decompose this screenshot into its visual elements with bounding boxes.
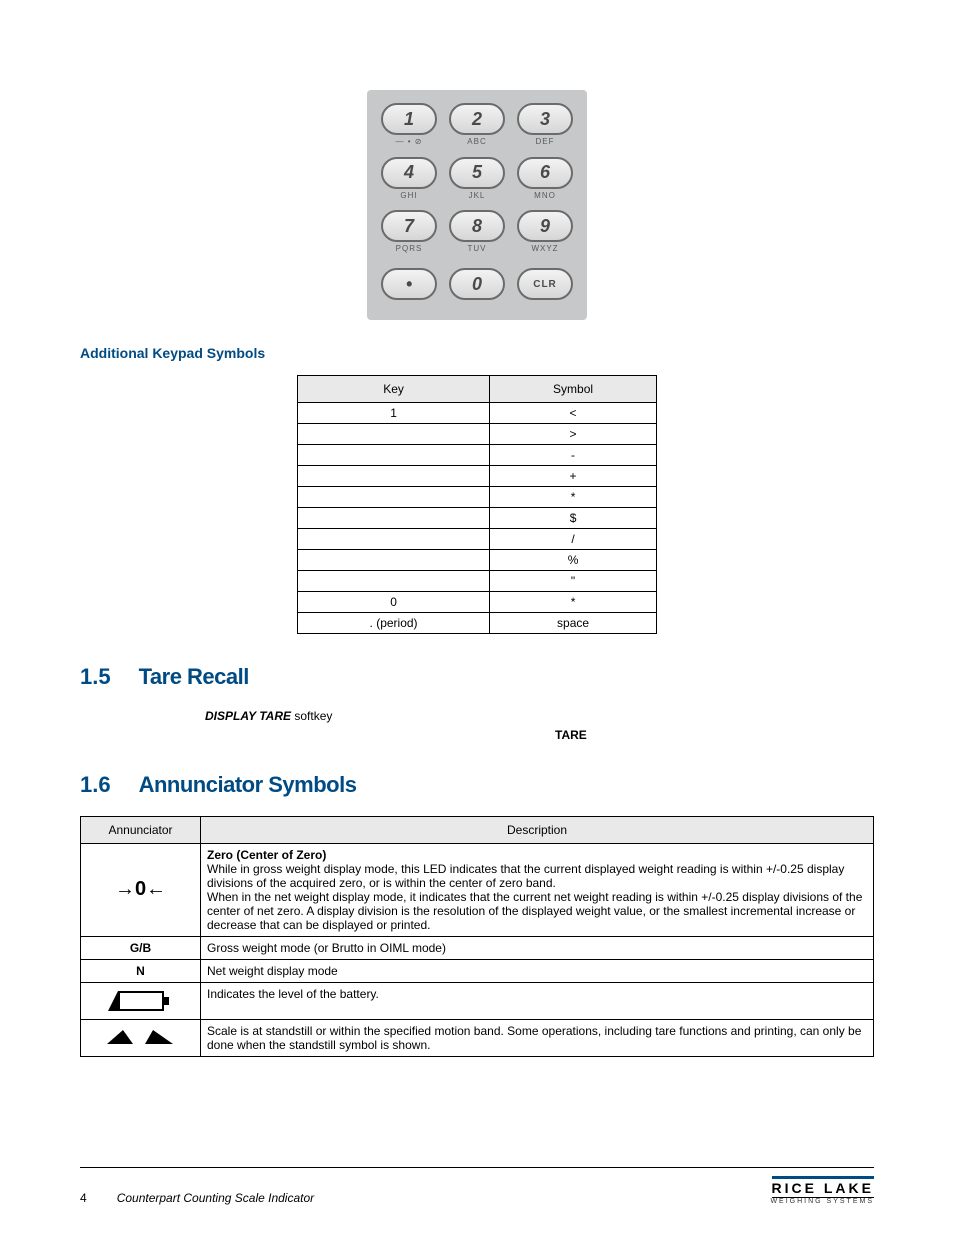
page-footer: 4 Counterpart Counting Scale Indicator R… [80,1167,874,1205]
keypad-key: 5 [449,157,505,189]
annunciator-description: Indicates the level of the battery. [201,982,874,1019]
keypad-key-label: JKL [469,191,486,200]
annunciator-description: Scale is at standstill or within the spe… [201,1019,874,1056]
keypad-key: 8 [449,210,505,242]
subsection-heading: Additional Keypad Symbols [80,345,874,361]
keypad-key: 0 [449,268,505,300]
keypad-key: 7 [381,210,437,242]
keypad-key-label: PQRS [396,244,423,253]
tare-recall-text-2: TARE [555,727,874,744]
annunciator-description: Net weight display mode [201,959,874,982]
keypad-key-label: DEF [536,137,555,146]
section-1-5-heading: 1.5Tare Recall [80,664,874,690]
keypad-symbol-table: KeySymbol 1<>-+*$/%"0*. (period)space [297,375,657,634]
keypad-key: 2 [449,103,505,135]
annunciator-cell [81,1019,201,1056]
keypad-key-label: — • ⊘ [396,137,423,146]
annunciator-table: AnnunciatorDescription →0←Zero (Center o… [80,816,874,1057]
keypad-key: • [381,268,437,300]
doc-title: Counterpart Counting Scale Indicator [117,1191,314,1205]
tare-recall-text: DISPLAY TARE softkey [205,708,854,725]
zero-icon: →0← [115,878,166,900]
keypad-key: 1 [381,103,437,135]
keypad-graphic: 1 — • ⊘ 2 ABC 3 DEF 4 GHI 5 JKL 6 MNO 7 PQRS 8 TUV 9 WXYZ… [367,90,587,320]
brand-logo: RICE LAKE WEIGHING SYSTEMS [770,1176,874,1205]
annunciator-cell [81,982,201,1019]
keypad-key: 3 [517,103,573,135]
annunciator-description: Zero (Center of Zero)While in gross weig… [201,843,874,936]
standstill-icon [105,1030,177,1044]
annunciator-cell: N [81,959,201,982]
keypad-key: CLR [517,268,573,300]
page-number: 4 [80,1191,87,1205]
keypad-key-label: TUV [468,244,487,253]
keypad-key-label: MNO [534,191,556,200]
keypad-key: 6 [517,157,573,189]
annunciator-cell: →0← [81,843,201,936]
keypad-key-label: GHI [400,191,417,200]
battery-icon [106,987,176,1015]
keypad-key: 4 [381,157,437,189]
keypad-key-label: ABC [467,137,486,146]
keypad-key-label: WXYZ [531,244,558,253]
section-1-6-heading: 1.6Annunciator Symbols [80,772,874,798]
annunciator-cell: G/B [81,936,201,959]
annunciator-description: Gross weight mode (or Brutto in OIML mod… [201,936,874,959]
keypad-key: 9 [517,210,573,242]
